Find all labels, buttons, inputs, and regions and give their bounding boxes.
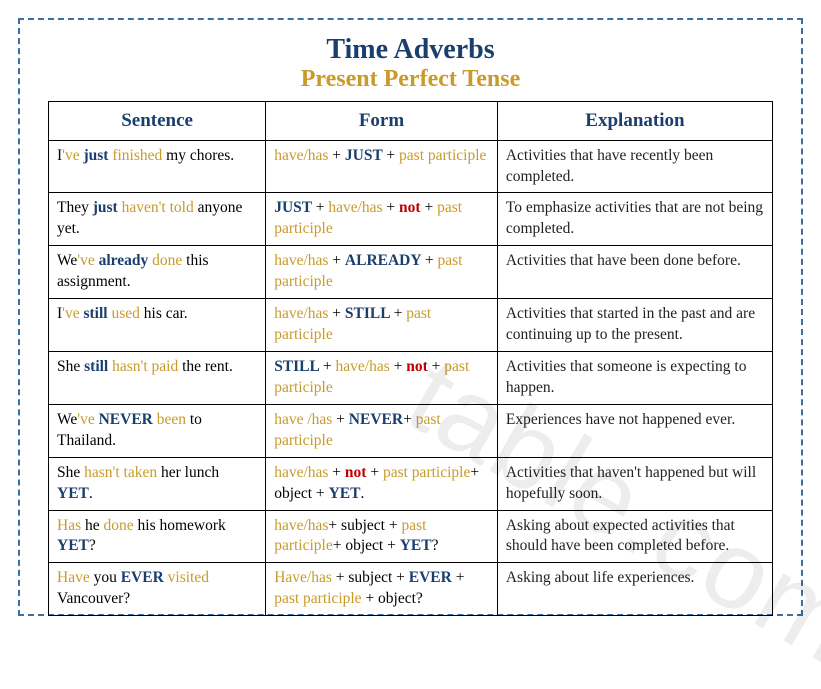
table-body: I've just finished my chores.have/has + … [49, 140, 773, 616]
explanation-cell: Activities that haven't happened but wil… [497, 457, 772, 510]
explanation-cell: Activities that started in the past and … [497, 299, 772, 352]
table-row: Has he done his homework YET?have/has+ s… [49, 510, 773, 563]
sentence-cell: We've already done this assignment. [49, 246, 266, 299]
form-cell: Have/has + subject + EVER + past partici… [266, 563, 498, 616]
table-row: Have you EVER visited Vancouver?Have/has… [49, 563, 773, 616]
header-row: Sentence Form Explanation [49, 102, 773, 141]
sentence-cell: Has he done his homework YET? [49, 510, 266, 563]
explanation-cell: Experiences have not happened ever. [497, 404, 772, 457]
explanation-cell: To emphasize activities that are not bei… [497, 193, 772, 246]
form-cell: JUST + have/has + not + past participle [266, 193, 498, 246]
form-cell: have/has + ALREADY + past participle [266, 246, 498, 299]
title-main: Time Adverbs [48, 34, 773, 66]
header-form: Form [266, 102, 498, 141]
form-cell: have/has + not + past participle+ object… [266, 457, 498, 510]
table-row: She hasn't taken her lunch YET.have/has … [49, 457, 773, 510]
table-row: I've just finished my chores.have/has + … [49, 140, 773, 193]
header-sentence: Sentence [49, 102, 266, 141]
sentence-cell: I've still used his car. [49, 299, 266, 352]
table-row: They just haven't told anyone yet.JUST +… [49, 193, 773, 246]
explanation-cell: Asking about expected activities that sh… [497, 510, 772, 563]
explanation-cell: Activities that someone is expecting to … [497, 352, 772, 405]
explanation-cell: Asking about life experiences. [497, 563, 772, 616]
table-row: She still hasn't paid the rent.STILL + h… [49, 352, 773, 405]
sentence-cell: I've just finished my chores. [49, 140, 266, 193]
sentence-cell: She hasn't taken her lunch YET. [49, 457, 266, 510]
form-cell: have/has+ subject + past participle+ obj… [266, 510, 498, 563]
form-cell: STILL + have/has + not + past participle [266, 352, 498, 405]
title-sub: Present Perfect Tense [48, 66, 773, 93]
table-row: I've still used his car.have/has + STILL… [49, 299, 773, 352]
grammar-table: Sentence Form Explanation I've just fini… [48, 101, 773, 616]
sentence-cell: They just haven't told anyone yet. [49, 193, 266, 246]
title-block: Time Adverbs Present Perfect Tense [48, 34, 773, 93]
sentence-cell: Have you EVER visited Vancouver? [49, 563, 266, 616]
header-explanation: Explanation [497, 102, 772, 141]
form-cell: have /has + NEVER+ past participle [266, 404, 498, 457]
table-row: We've NEVER been to Thailand.have /has +… [49, 404, 773, 457]
sentence-cell: She still hasn't paid the rent. [49, 352, 266, 405]
sentence-cell: We've NEVER been to Thailand. [49, 404, 266, 457]
form-cell: have/has + STILL + past participle [266, 299, 498, 352]
explanation-cell: Activities that have recently been compl… [497, 140, 772, 193]
table-row: We've already done this assignment.have/… [49, 246, 773, 299]
worksheet-frame: Time Adverbs Present Perfect Tense Sente… [18, 18, 803, 616]
form-cell: have/has + JUST + past participle [266, 140, 498, 193]
explanation-cell: Activities that have been done before. [497, 246, 772, 299]
